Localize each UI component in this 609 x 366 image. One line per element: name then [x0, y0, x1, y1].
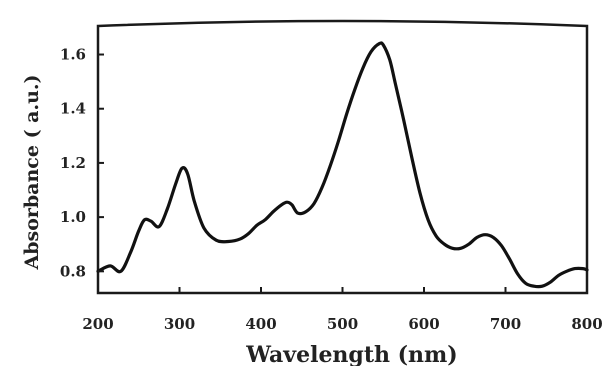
y-tick-label: 1.2 [60, 154, 86, 172]
plot-frame [96, 19, 589, 295]
y-tick-label: 1.0 [60, 208, 86, 226]
absorbance-series-line [96, 41, 589, 289]
x-tick-label: 300 [164, 315, 195, 333]
x-tick-label: 700 [490, 315, 521, 333]
x-tick-label: 200 [82, 315, 113, 333]
y-axis-title: Absorbance ( a.u.) [21, 74, 43, 270]
x-tick-label: 400 [245, 315, 276, 333]
plot-layer [96, 19, 589, 295]
x-tick-label: 600 [408, 315, 439, 333]
x-axis-title: Wavelength (nm) [245, 342, 457, 366]
y-tick-label: 1.6 [60, 46, 86, 64]
x-axis-ticks: 200 300 400 500 600 700 800 [82, 287, 603, 333]
x-tick-label: 500 [327, 315, 358, 333]
y-tick-label: 0.8 [60, 262, 86, 280]
y-tick-label: 1.4 [60, 100, 86, 118]
y-axis-ticks: 0.8 1.0 1.2 1.4 1.6 [60, 46, 104, 280]
x-tick-label: 800 [571, 315, 602, 333]
